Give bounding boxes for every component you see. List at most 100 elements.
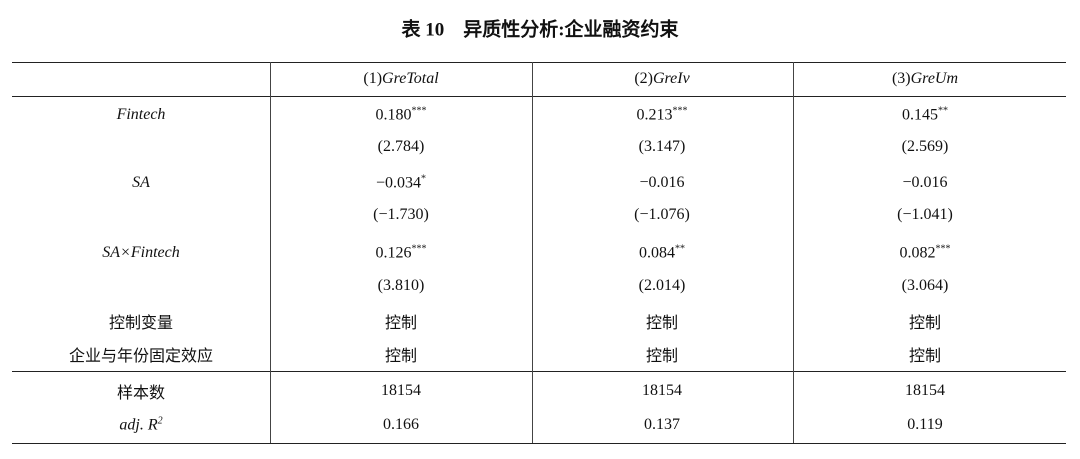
column-rule [793, 62, 794, 443]
cell-value: 0.119 [907, 416, 943, 433]
rule [12, 96, 1066, 97]
rule [12, 371, 1066, 372]
row-label: Fintech [117, 106, 166, 124]
cell-value: (−1.076) [634, 206, 690, 223]
row-label: 控制变量 [109, 309, 173, 333]
cell-value: (2.014) [638, 277, 686, 294]
column-header: (1)GreTotal [363, 70, 438, 88]
cell-value: 控制 [384, 315, 418, 332]
cell-value: 控制 [645, 348, 679, 365]
cell: −0.016 [902, 174, 947, 192]
significance-stars: *** [411, 105, 427, 117]
cell: 0.145** [902, 105, 948, 124]
cell-value: (−1.041) [897, 206, 953, 223]
cell-value: 0.084 [639, 244, 675, 262]
cell-value: 0.145 [902, 106, 938, 124]
cell-value: (3.064) [901, 277, 949, 294]
cell-value: 18154 [381, 382, 421, 399]
row-label: 企业与年份固定效应 [69, 342, 213, 366]
cell-value: 控制 [645, 315, 679, 332]
label-text: Fintech [116, 106, 166, 123]
cell-value: (2.784) [377, 138, 425, 155]
cell-value: (3.147) [638, 138, 686, 155]
label-text: adj. R [119, 416, 158, 434]
column-header: (2)GreIv [634, 70, 689, 88]
cell-value: (3.810) [377, 277, 425, 294]
cell: (−1.076) [634, 206, 690, 224]
cell: (2.014) [639, 277, 686, 295]
rule [12, 443, 1066, 444]
cell-value: 0.126 [375, 244, 412, 262]
cell: (−1.730) [373, 206, 429, 224]
significance-stars: *** [411, 243, 427, 255]
label-text: SA [132, 174, 150, 191]
cell-value: −0.016 [902, 174, 948, 191]
cell-value: −0.034 [375, 174, 422, 192]
cell: (2.784) [378, 138, 425, 156]
cell: −0.034* [376, 173, 426, 192]
row-label: adj. R2 [119, 415, 162, 434]
cell: (−1.041) [897, 206, 953, 224]
label-superscript: 2 [157, 415, 163, 427]
cell: (3.147) [639, 138, 686, 156]
rule [12, 62, 1066, 63]
cell: 0.180*** [376, 105, 427, 124]
label-text: 控制变量 [108, 315, 174, 332]
significance-stars: ** [938, 105, 948, 117]
column-name: GreTotal [382, 70, 439, 87]
label-text: SA×Fintech [102, 244, 180, 261]
row-label: SA [132, 174, 150, 192]
column-rule [532, 62, 533, 443]
cell-value: 控制 [384, 348, 418, 365]
column-number: (1) [363, 70, 383, 87]
cell: 控制 [646, 342, 678, 366]
cell-value: 0.082 [899, 244, 936, 262]
label-text: 样本数 [116, 385, 166, 402]
cell: 控制 [385, 309, 417, 333]
cell-value: 18154 [905, 382, 945, 399]
column-rule [270, 62, 271, 443]
cell-value: 控制 [908, 348, 942, 365]
cell: (3.810) [378, 277, 425, 295]
cell-value: 控制 [908, 315, 942, 332]
cell: 控制 [385, 342, 417, 366]
cell: 18154 [642, 382, 682, 400]
cell: 18154 [905, 382, 945, 400]
significance-stars: * [421, 173, 427, 185]
cell: 控制 [646, 309, 678, 333]
cell: (2.569) [902, 138, 949, 156]
cell-value: 0.213 [636, 106, 673, 124]
cell: 0.082*** [900, 243, 951, 262]
cell: 0.126*** [376, 243, 427, 262]
significance-stars: ** [675, 243, 685, 255]
title: 表 10 异质性分析:企业融资约束 [401, 19, 679, 41]
cell-value: (2.569) [901, 138, 949, 155]
cell: −0.016 [639, 174, 684, 192]
cell-value: 0.180 [375, 106, 412, 124]
cell: 0.166 [383, 416, 419, 434]
cell: 控制 [909, 309, 941, 333]
cell-value: 18154 [642, 382, 682, 399]
cell: (3.064) [902, 277, 949, 295]
cell-value: (−1.730) [373, 206, 429, 223]
column-number: (2) [634, 70, 653, 87]
cell-value: −0.016 [639, 174, 685, 191]
cell: 0.137 [644, 416, 680, 434]
cell: 0.119 [907, 416, 942, 434]
cell: 0.213*** [637, 105, 688, 124]
label-text: 企业与年份固定效应 [68, 348, 214, 365]
cell: 0.084** [639, 243, 685, 262]
row-label: 样本数 [117, 379, 165, 403]
row-label: SA×Fintech [102, 244, 179, 262]
column-number: (3) [891, 70, 911, 87]
significance-stars: *** [672, 105, 688, 117]
cell-value: 0.137 [644, 416, 680, 433]
column-name: GreIv [652, 70, 690, 87]
cell: 控制 [909, 342, 941, 366]
significance-stars: *** [935, 243, 951, 255]
column-name: GreUm [910, 70, 959, 87]
column-header: (3)GreUm [892, 70, 958, 88]
cell-value: 0.166 [383, 416, 419, 433]
cell: 18154 [381, 382, 421, 400]
